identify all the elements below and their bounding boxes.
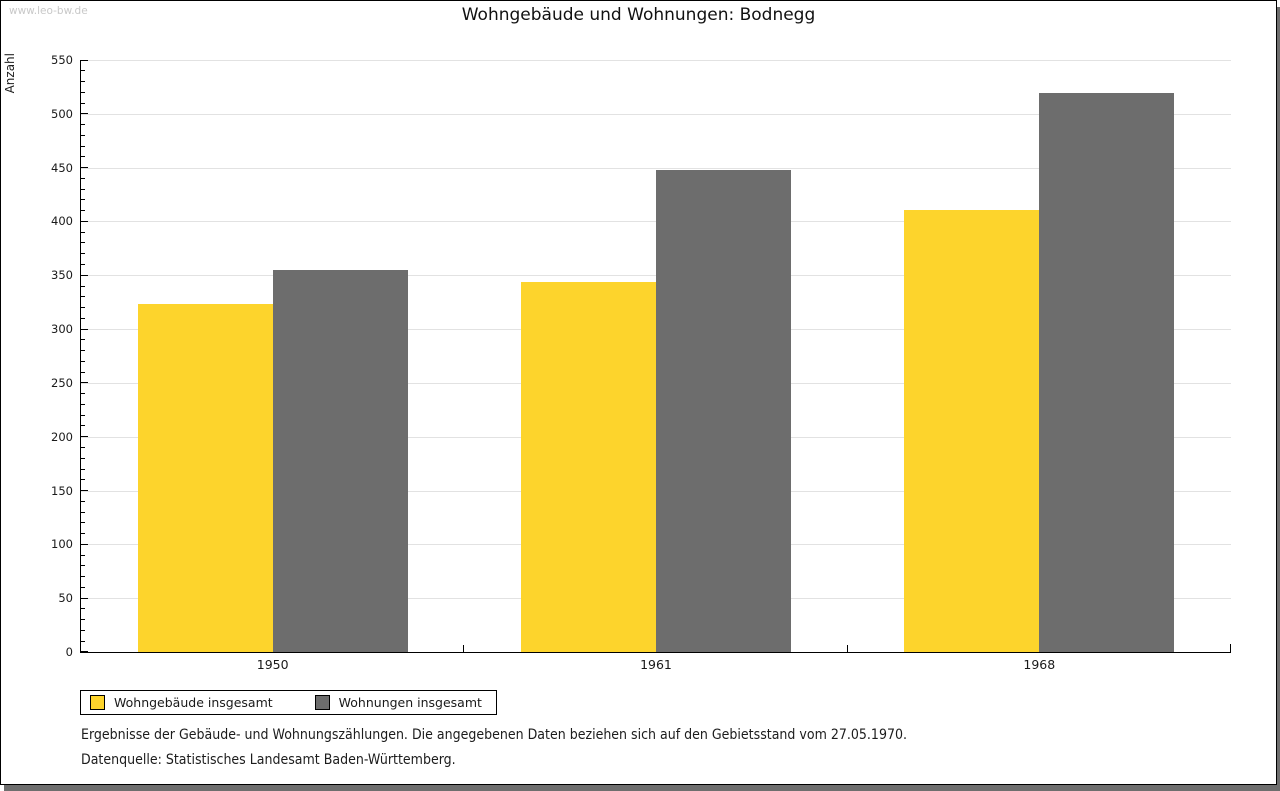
- gridline: [81, 60, 1231, 61]
- x-tick: [463, 645, 465, 652]
- y-minor-tick: [81, 360, 85, 362]
- y-major-tick: [81, 490, 88, 492]
- legend-label-wohnungen: Wohnungen insgesamt: [338, 695, 482, 710]
- y-minor-tick: [81, 91, 85, 93]
- y-minor-tick: [81, 124, 85, 126]
- footnote-line-1: Ergebnisse der Gebäude- und Wohnungszähl…: [81, 727, 908, 743]
- y-major-tick: [81, 59, 88, 61]
- legend-swatch-wohngebaeude: [90, 695, 105, 710]
- y-tick-label: 250: [51, 375, 73, 390]
- y-major-tick: [81, 113, 88, 115]
- y-minor-tick: [81, 447, 85, 448]
- y-major-tick: [81, 328, 88, 330]
- y-major-tick: [81, 274, 88, 276]
- y-minor-tick: [81, 619, 85, 621]
- y-minor-tick: [81, 565, 85, 567]
- y-major-tick: [81, 597, 88, 599]
- bar-1950-wohnungen-insgesamt: [272, 269, 408, 652]
- legend-item-wohngebaeude: Wohngebäude insgesamt: [90, 695, 273, 710]
- y-minor-tick: [81, 231, 85, 233]
- y-tick-label: 150: [51, 483, 73, 498]
- y-tick-label: 500: [51, 106, 73, 121]
- gridline: [81, 167, 1231, 169]
- y-minor-tick: [81, 468, 85, 470]
- bar-1968-wohnungen-insgesamt: [1039, 93, 1175, 652]
- y-minor-tick: [81, 307, 85, 309]
- y-major-tick: [81, 651, 88, 652]
- x-tick: [1230, 644, 1231, 652]
- y-minor-tick: [81, 81, 85, 83]
- y-minor-tick: [81, 457, 85, 459]
- bar-1950-wohngebaeude-insgesamt: [137, 304, 273, 652]
- y-minor-tick: [81, 371, 85, 373]
- x-tick: [846, 645, 848, 652]
- y-major-tick: [81, 382, 88, 384]
- y-major-tick: [81, 543, 88, 545]
- y-minor-tick: [81, 629, 85, 631]
- y-minor-tick: [81, 414, 85, 416]
- legend-item-wohnungen: Wohnungen insgesamt: [314, 695, 482, 710]
- watermark-url: www.leo-bw.de: [9, 5, 88, 17]
- y-minor-tick: [81, 608, 85, 610]
- y-minor-tick: [81, 156, 85, 158]
- y-minor-tick: [81, 522, 85, 524]
- y-major-tick: [81, 220, 88, 222]
- y-minor-tick: [81, 554, 85, 556]
- y-minor-tick: [81, 393, 85, 395]
- y-minor-tick: [81, 102, 85, 104]
- y-major-tick: [81, 436, 88, 438]
- x-tick-label: 1950: [256, 657, 289, 672]
- y-minor-tick: [81, 511, 85, 513]
- legend-swatch-wohnungen: [314, 695, 330, 710]
- y-major-tick: [81, 167, 88, 169]
- y-minor-tick: [81, 188, 85, 190]
- bar-1961-wohngebaeude-insgesamt: [521, 281, 656, 652]
- y-minor-tick: [81, 350, 85, 352]
- footnote-line-2: Datenquelle: Statistisches Landesamt Bad…: [81, 752, 456, 768]
- y-minor-tick: [81, 177, 85, 179]
- y-minor-tick: [81, 339, 85, 341]
- y-minor-tick: [81, 317, 85, 319]
- x-tick-label: 1961: [640, 657, 672, 672]
- y-minor-tick: [81, 253, 85, 255]
- y-tick-label: 0: [65, 645, 73, 659]
- y-tick-label: 50: [58, 591, 73, 606]
- x-tick-label: 1968: [1023, 657, 1056, 672]
- y-tick-label: 200: [51, 429, 73, 444]
- gridline: [81, 113, 1231, 115]
- y-minor-tick: [81, 576, 85, 578]
- y-tick-label: 400: [51, 214, 73, 229]
- y-minor-tick: [81, 285, 85, 287]
- y-minor-tick: [81, 210, 85, 212]
- y-minor-tick: [81, 70, 85, 72]
- y-minor-tick: [81, 500, 85, 502]
- y-axis-title: Anzahl: [3, 53, 17, 94]
- chart-title: Wohngebäude und Wohnungen: Bodnegg: [461, 5, 816, 25]
- legend: Wohngebäude insgesamt Wohnungen insgesam…: [80, 690, 497, 715]
- y-minor-tick: [81, 425, 85, 427]
- y-minor-tick: [81, 296, 85, 298]
- y-minor-tick: [81, 242, 85, 244]
- y-minor-tick: [81, 533, 85, 535]
- y-tick-label: 300: [51, 322, 73, 337]
- y-minor-tick: [81, 134, 85, 136]
- y-minor-tick: [81, 586, 85, 588]
- y-minor-tick: [81, 640, 85, 642]
- legend-label-wohngebaeude: Wohngebäude insgesamt: [114, 695, 273, 710]
- y-tick-label: 350: [51, 268, 73, 283]
- y-minor-tick: [81, 145, 85, 147]
- bar-1961-wohnungen-insgesamt: [656, 169, 791, 652]
- y-tick-label: 450: [51, 160, 73, 175]
- y-tick-label: 100: [51, 537, 73, 552]
- plot-area: 0 50 100 150 200 250 300 350 400 450 500 550 1950 196…: [51, 53, 1231, 672]
- bar-1968-wohngebaeude-insgesamt: [904, 209, 1040, 652]
- y-minor-tick: [81, 199, 85, 201]
- y-tick-label: 550: [51, 53, 73, 67]
- y-minor-tick: [81, 403, 85, 405]
- y-minor-tick: [81, 479, 85, 481]
- y-minor-tick: [81, 264, 85, 266]
